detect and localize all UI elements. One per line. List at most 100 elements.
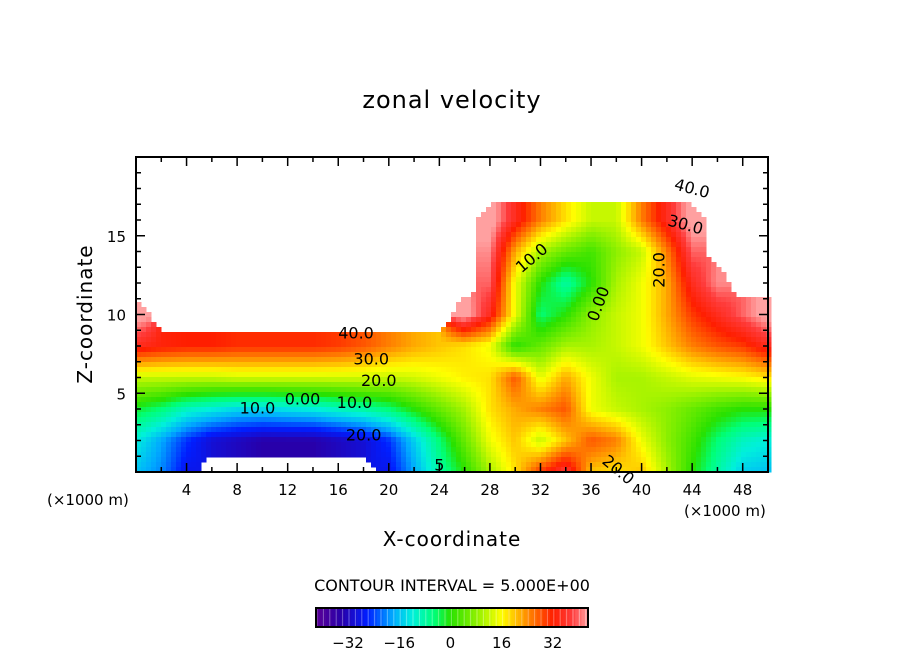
- field-cell: [341, 337, 347, 343]
- field-cell: [486, 282, 492, 288]
- field-cell: [421, 417, 427, 423]
- field-cell: [401, 412, 407, 418]
- field-cell: [571, 467, 577, 473]
- field-cell: [611, 287, 617, 293]
- field-cell: [526, 262, 532, 268]
- field-cell: [146, 432, 152, 438]
- field-cell: [151, 417, 157, 423]
- field-cell: [501, 227, 507, 233]
- field-cell: [576, 432, 582, 438]
- field-cell: [716, 412, 722, 418]
- field-cell: [536, 402, 542, 408]
- field-cell: [491, 207, 497, 213]
- field-cell: [556, 212, 562, 218]
- field-cell: [716, 337, 722, 343]
- field-cell: [411, 372, 417, 378]
- field-cell: [576, 262, 582, 268]
- field-cell: [136, 432, 142, 438]
- field-cell: [561, 382, 567, 388]
- field-cell: [706, 372, 712, 378]
- field-cell: [651, 437, 657, 443]
- field-cell: [676, 372, 682, 378]
- field-cell: [326, 407, 332, 413]
- field-cell: [466, 412, 472, 418]
- colorbar-swatch: [357, 608, 362, 627]
- field-cell: [581, 312, 587, 318]
- field-cell: [506, 352, 512, 358]
- field-cell: [551, 287, 557, 293]
- field-cell: [651, 252, 657, 258]
- field-cell: [471, 332, 477, 338]
- field-cell: [606, 327, 612, 333]
- field-cell: [471, 297, 477, 303]
- field-cell: [701, 247, 707, 253]
- field-cell: [571, 417, 577, 423]
- field-cell: [476, 302, 482, 308]
- field-cell: [271, 372, 277, 378]
- field-cell: [466, 332, 472, 338]
- field-cell: [136, 322, 142, 328]
- field-cell: [686, 382, 692, 388]
- field-cell: [611, 427, 617, 433]
- field-cell: [686, 452, 692, 458]
- field-cell: [711, 362, 717, 368]
- field-cell: [156, 352, 162, 358]
- field-cell: [591, 282, 597, 288]
- field-cell: [311, 442, 317, 448]
- field-cell: [601, 387, 607, 393]
- field-cell: [551, 252, 557, 258]
- field-cell: [436, 367, 442, 373]
- field-cell: [576, 277, 582, 283]
- field-cell: [181, 422, 187, 428]
- field-cell: [456, 352, 462, 358]
- field-cell: [401, 382, 407, 388]
- field-cell: [566, 342, 572, 348]
- field-cell: [431, 457, 437, 463]
- field-cell: [551, 447, 557, 453]
- field-cell: [591, 352, 597, 358]
- field-cell: [251, 452, 257, 458]
- field-cell: [496, 292, 502, 298]
- field-cell: [671, 217, 677, 223]
- field-cell: [291, 362, 297, 368]
- field-cell: [736, 352, 742, 358]
- field-cell: [756, 397, 762, 403]
- field-cell: [736, 312, 742, 318]
- field-cell: [431, 447, 437, 453]
- field-cell: [531, 337, 537, 343]
- field-cell: [371, 427, 377, 433]
- field-cell: [571, 287, 577, 293]
- field-cell: [586, 242, 592, 248]
- field-cell: [256, 387, 262, 393]
- field-cell: [576, 307, 582, 313]
- field-cell: [596, 417, 602, 423]
- field-cell: [386, 417, 392, 423]
- field-cell: [501, 352, 507, 358]
- field-cell: [666, 362, 672, 368]
- field-cell: [536, 242, 542, 248]
- field-cell: [301, 392, 307, 398]
- field-cell: [626, 237, 632, 243]
- field-cell: [691, 347, 697, 353]
- field-cell: [641, 457, 647, 463]
- field-cell: [461, 447, 467, 453]
- field-cell: [426, 457, 432, 463]
- field-cell: [611, 412, 617, 418]
- colorbar-swatch: [399, 608, 403, 627]
- field-cell: [626, 282, 632, 288]
- field-cell: [346, 382, 352, 388]
- field-cell: [721, 312, 727, 318]
- field-cell: [476, 377, 482, 383]
- field-cell: [551, 317, 557, 323]
- field-cell: [706, 417, 712, 423]
- field-cell: [611, 307, 617, 313]
- field-cell: [406, 442, 412, 448]
- field-cell: [351, 372, 357, 378]
- field-cell: [526, 217, 532, 223]
- field-cell: [641, 207, 647, 213]
- field-cell: [681, 452, 687, 458]
- field-cell: [591, 227, 597, 233]
- field-cell: [211, 332, 217, 338]
- field-cell: [491, 462, 497, 468]
- field-cell: [706, 297, 712, 303]
